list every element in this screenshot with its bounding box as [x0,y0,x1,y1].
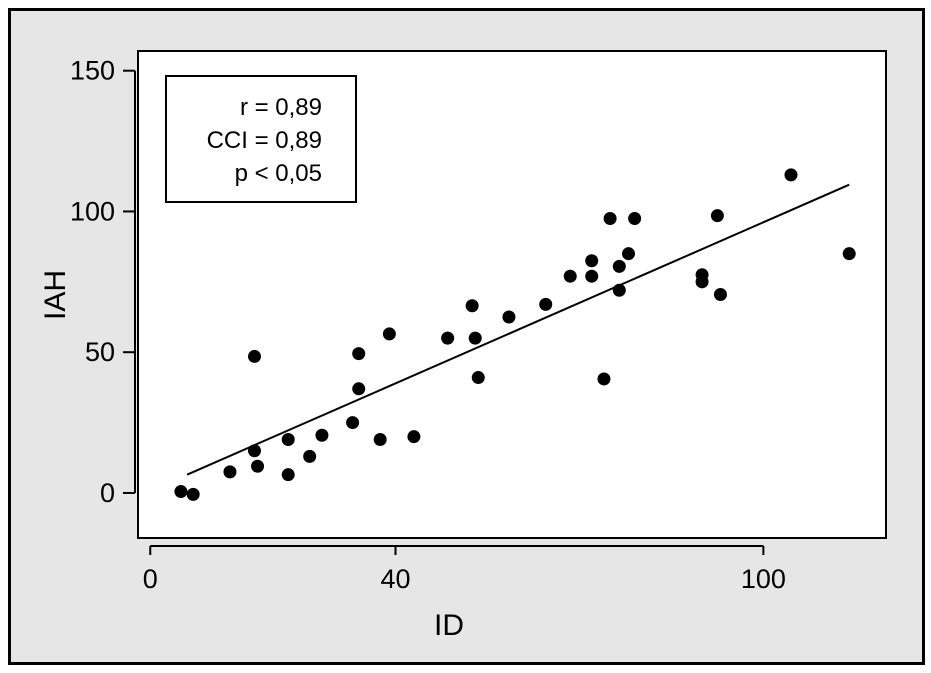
data-point [465,299,479,313]
data-point [502,310,516,324]
data-point [303,449,317,463]
data-point [585,269,599,283]
data-point [281,432,295,446]
y-tick-label: 150 [70,56,115,86]
y-tick-label: 50 [85,337,115,367]
data-point [352,347,366,361]
data-point [713,288,727,301]
data-point [186,487,200,501]
statistics-box-border [165,75,357,203]
data-point [223,465,237,479]
stat-p-text: p < 0,05 [235,160,322,187]
data-point [563,269,577,283]
data-point [247,444,261,458]
x-axis: 0 40 100 [143,545,786,594]
data-point [382,327,396,341]
data-point [603,211,617,225]
data-point [468,331,482,345]
data-point [784,168,798,182]
data-point [695,268,709,282]
data-point [441,331,455,345]
data-point [585,254,599,268]
data-point [281,468,295,482]
data-point [612,283,626,297]
data-point [174,485,188,499]
data-points [174,168,856,501]
y-axis: 0 50 100 150 [70,56,136,508]
data-point [612,259,626,273]
data-point [621,247,635,261]
statistics-box: r = 0,89 CCI = 0,89 p < 0,05 [165,75,357,203]
data-point [247,349,261,363]
data-point [471,371,485,385]
data-point [373,432,387,446]
data-point [842,247,856,261]
data-point [597,372,611,386]
stat-r-text: r = 0,89 [240,94,322,121]
x-tick-label: 100 [741,564,786,594]
data-point [407,430,421,444]
x-tick-label: 0 [143,564,158,594]
data-point [346,416,360,430]
data-point [710,209,724,223]
data-point [539,297,553,311]
x-tick-label: 40 [380,564,410,594]
data-point [315,428,329,442]
data-point [251,459,265,473]
regression-line-layer [186,183,850,476]
data-point [352,382,366,396]
scatter-chart: r = 0,89 CCI = 0,89 p < 0,05 0 40 100 0 50 1… [39,50,887,642]
stat-cci-text: CCI = 0,89 [207,127,322,154]
y-tick-label: 100 [70,196,115,226]
figure-frame: r = 0,89 CCI = 0,89 p < 0,05 0 40 100 0 50 1… [8,8,925,665]
y-tick-label: 0 [100,478,115,508]
data-point [628,211,642,225]
regression-line [186,183,850,476]
x-axis-title: ID [434,609,464,642]
y-axis-title: IAH [39,270,72,320]
